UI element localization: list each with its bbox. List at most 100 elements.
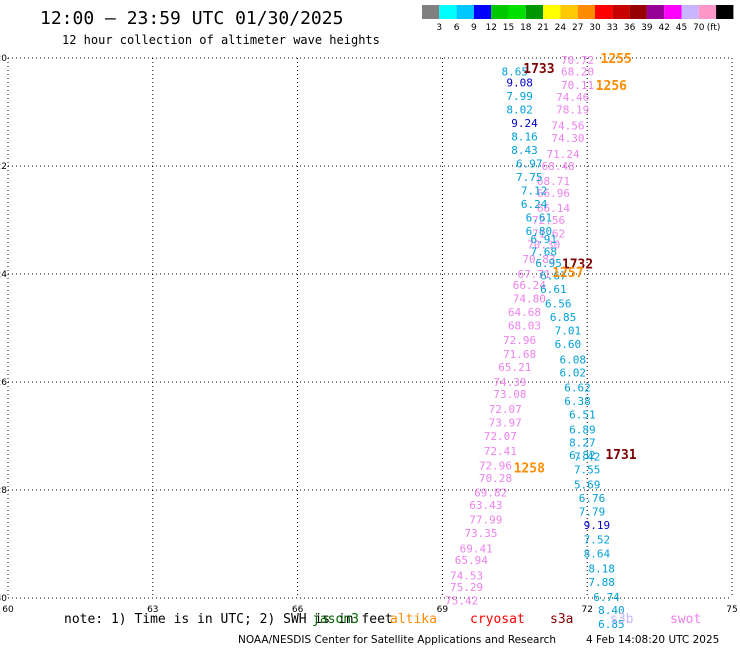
chart-axes: 60 63 66 69 72 75 -20 -22 -24 -26 -28 -30 — [0, 54, 738, 615]
wave-height-label: 7.68 — [531, 245, 558, 258]
colorbar-unit: (ft) — [707, 23, 721, 33]
wave-height-label: 6.80 — [526, 225, 553, 238]
wave-height-label: 6.97 — [516, 157, 543, 170]
wave-height-label: 73.08 — [493, 388, 526, 401]
wave-height-label: 68.71 — [537, 175, 570, 188]
wave-height-label: 5.69 — [574, 479, 601, 492]
wave-height-label: 9.08 — [506, 76, 533, 89]
wave-height-label: 7.79 — [579, 506, 606, 519]
mission-altika: altika — [390, 612, 437, 627]
wave-height-label: 73.35 — [464, 527, 497, 540]
color-legend: 3 6 9 12 15 18 21 24 27 30 33 36 39 42 45 70 (ft) — [422, 5, 734, 33]
wave-height-label: 74.80 — [513, 292, 546, 305]
wave-height-label: 74.46 — [556, 91, 589, 104]
wave-height-label: 6.38 — [564, 395, 591, 408]
wave-height-label: 64.68 — [508, 306, 541, 319]
wave-height-label: 71.24 — [547, 148, 580, 161]
colorbar-label: 15 — [503, 23, 514, 33]
wave-height-label: 75.29 — [450, 581, 483, 594]
y-tick-label: -30 — [0, 594, 7, 604]
pass-number-label: 1732 — [562, 257, 593, 272]
colorbar-swatch — [646, 5, 665, 19]
wave-height-label: 7.42 — [574, 451, 601, 464]
wave-height-label: 68.48 — [542, 160, 575, 173]
wave-height-label: 72.41 — [484, 445, 517, 458]
colorbar-swatch — [508, 5, 526, 19]
colorbar-swatch — [612, 5, 630, 19]
wave-height-label: 68.03 — [508, 319, 541, 332]
pass-number-label: 1255 — [601, 52, 632, 67]
colorbar-swatch — [629, 5, 647, 19]
colorbar-swatch — [560, 5, 578, 19]
colorbar-swatch — [698, 5, 717, 19]
wave-height-label: 6.82 — [569, 449, 596, 462]
wave-height-label: 69.41 — [460, 542, 493, 555]
x-tick-label: 75 — [726, 605, 737, 615]
colorbar-label: 24 — [555, 23, 567, 33]
wave-height-label: 7.12 — [521, 184, 548, 197]
wave-height-label: 6.67 — [540, 270, 567, 283]
colorbar-label: 9 — [471, 23, 477, 33]
wave-height-label: 8.27 — [569, 436, 596, 449]
wave-height-label: 72.56 — [532, 214, 565, 227]
wave-height-label: 77.99 — [469, 514, 502, 527]
wave-height-label: 9.24 — [511, 117, 538, 130]
y-tick-label: -22 — [0, 162, 7, 172]
wave-height-label: 70.11 — [561, 79, 594, 92]
wave-height-label: 66.24 — [513, 279, 546, 292]
colorbar-swatch — [525, 5, 544, 19]
mission-s3a: s3a — [550, 612, 574, 627]
wave-height-label: 69.82 — [474, 487, 507, 500]
wave-height-label: 74.56 — [551, 120, 584, 133]
wave-height-label: 6.24 — [521, 198, 548, 211]
wave-height-label: 8.18 — [588, 562, 615, 575]
wave-height-label: 6.85 — [598, 618, 625, 631]
wave-height-label: 6.74 — [593, 591, 620, 604]
wave-height-label: 78.19 — [556, 103, 589, 116]
mission-s3b: s3b — [610, 612, 634, 627]
colorbar-swatch — [439, 5, 457, 19]
wave-height-label: 7.55 — [574, 463, 601, 476]
colorbar-label: 45 — [676, 23, 687, 33]
wave-height-label: 65.94 — [455, 554, 488, 567]
wave-height-label: 74.39 — [493, 376, 526, 389]
y-tick-label: -26 — [0, 378, 7, 388]
colorbar-label: 12 — [485, 23, 496, 33]
colorbar-swatch — [491, 5, 509, 19]
wave-height-label: 7.75 — [516, 171, 543, 184]
wave-height-label: 6.91 — [531, 233, 558, 246]
wave-height-label: 6.56 — [545, 298, 572, 311]
pass-number-label: 1256 — [596, 79, 627, 94]
wave-height-label: 6.89 — [569, 424, 596, 437]
colorbar-label: 6 — [454, 23, 460, 33]
mission-jason3: jason3 — [312, 612, 359, 627]
wave-height-label: 7.01 — [555, 325, 582, 338]
wave-height-label: 8.64 — [584, 548, 611, 561]
pass-number-label: 1731 — [605, 448, 636, 463]
wave-height-label: 70.83 — [522, 253, 555, 266]
wave-height-label: 70.72 — [561, 54, 594, 67]
colorbar-label: 3 — [436, 23, 442, 33]
colorbar-swatch — [716, 5, 734, 19]
chart-title: 12:00 — 23:59 UTC 01/30/2025 — [40, 8, 344, 29]
wave-height-label: 6.60 — [555, 338, 582, 351]
pass-number-label: 1258 — [514, 461, 545, 476]
x-tick-label: 63 — [147, 605, 158, 615]
colorbar-swatch — [422, 5, 440, 19]
wave-height-label: 8.43 — [511, 144, 538, 157]
wave-height-label: 73.97 — [489, 417, 522, 430]
mission-swot: swot — [670, 612, 702, 627]
wave-height-label: 66.14 — [537, 202, 570, 215]
wave-height-label: 8.40 — [598, 604, 625, 617]
wave-height-label: 71.68 — [503, 348, 536, 361]
wave-height-label: 67.71 — [518, 268, 551, 281]
x-tick-label: 69 — [437, 605, 449, 615]
y-tick-label: -28 — [0, 486, 7, 496]
pass-number-label: 1733 — [523, 62, 554, 77]
chart-grid — [7, 57, 733, 599]
colorbar-label: 18 — [520, 23, 532, 33]
pass-number-label: 1257 — [552, 266, 583, 281]
footer-timestamp: 4 Feb 14:08:20 UTC 2025 — [586, 634, 720, 646]
